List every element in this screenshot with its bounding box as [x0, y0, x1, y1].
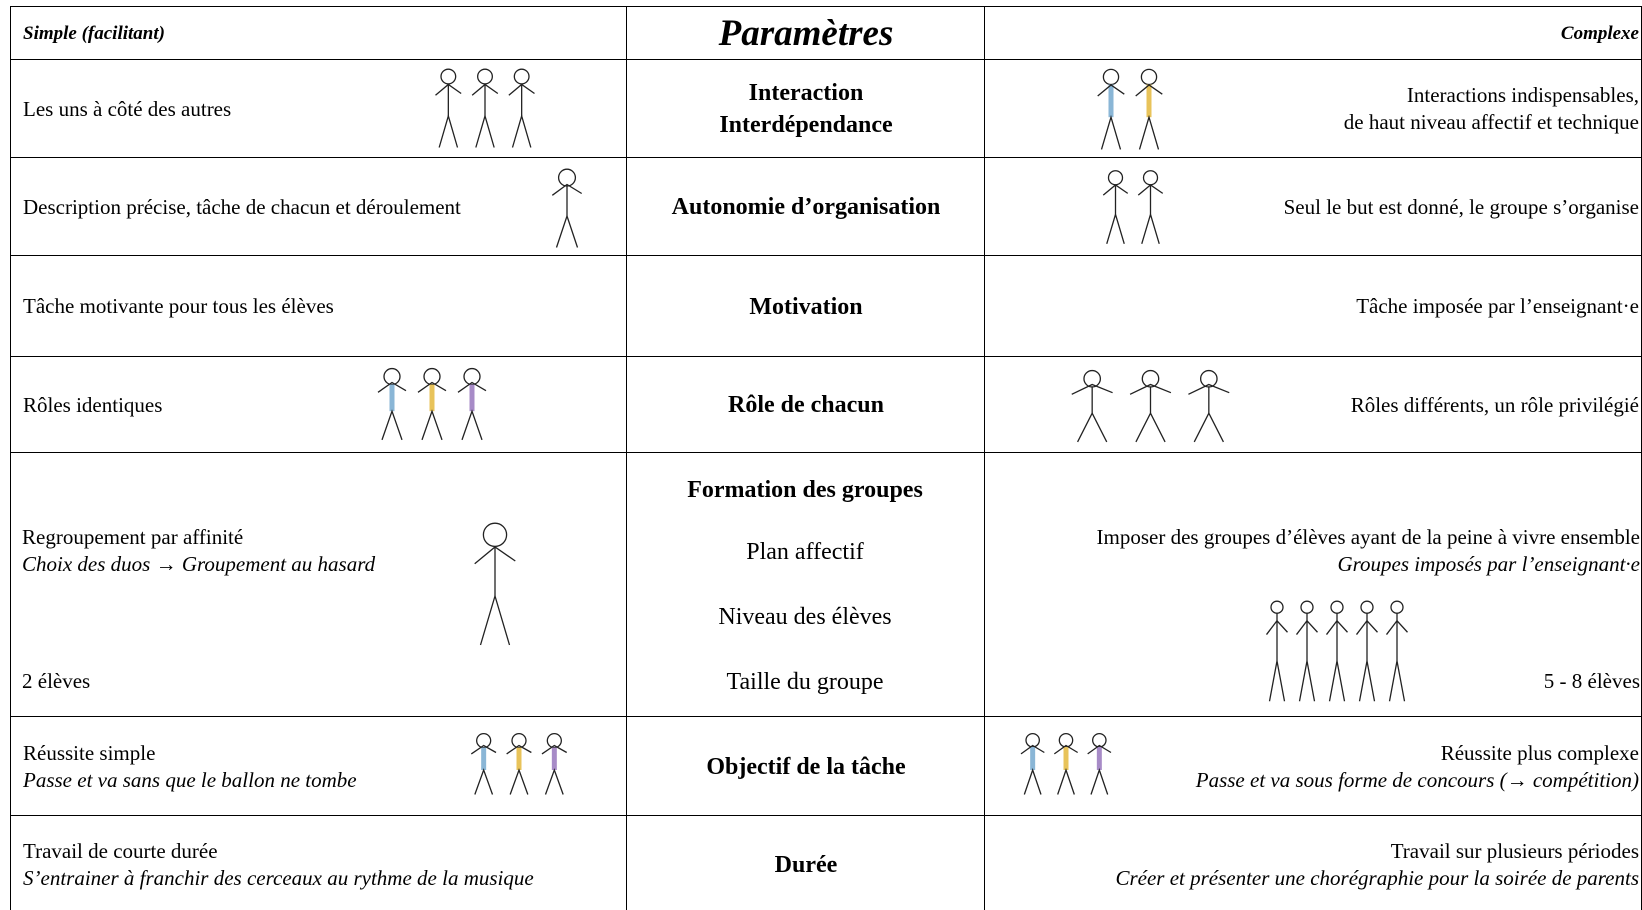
- cell-text: Rôles différents, un rôle privilégié: [1350, 392, 1639, 417]
- cell: Réussite simple Passe et va sans que le b…: [10, 716, 627, 816]
- illustration: [435, 68, 535, 148]
- header-cell: Complexe: [984, 6, 1642, 60]
- cell: Interactions indispensables, de haut nive…: [984, 59, 1642, 158]
- header-cell: Paramètres: [626, 6, 985, 60]
- header-text: Paramètres: [718, 13, 894, 54]
- illustration: [1265, 600, 1408, 702]
- parameter-text: Autonomie d’organisation: [671, 194, 941, 220]
- cell: Les uns à côté des autres: [10, 59, 627, 158]
- cell-text: Tâche imposée par l’enseignant·e: [1356, 294, 1639, 318]
- cell: Travail sur plusieurs périodes Créer et p…: [984, 815, 1642, 910]
- cell-text: Réussite simple: [23, 740, 156, 765]
- cell-text: Réussite plus complexe: [1440, 740, 1639, 765]
- cell-text: de haut niveau affectif et technique: [1343, 110, 1639, 134]
- illustration: [1071, 369, 1230, 443]
- header-text: Complexe: [1560, 23, 1639, 44]
- cell: Réussite plus complexe Passe et va sous f…: [984, 716, 1642, 816]
- cell: Motivation: [626, 255, 985, 357]
- header-text: Simple (facilitant): [23, 23, 165, 44]
- cell-text: Interactions indispensables,: [1406, 83, 1639, 107]
- cell-text: Groupes imposés par l’enseignant·e: [1337, 552, 1640, 576]
- cell-text: Description précise, tâche de chacun et …: [23, 194, 461, 219]
- cell: Autonomie d’organisation: [626, 157, 985, 256]
- illustration: [474, 522, 516, 646]
- parameter-text: Rôle de chacun: [728, 392, 884, 418]
- parameter-text: Objectif de la tâche: [706, 753, 906, 780]
- cell-text: Formation des groupes: [687, 477, 923, 503]
- parameter-text: Interaction: [748, 80, 864, 106]
- cell-text: Tâche motivante pour tous les élèves: [23, 294, 334, 318]
- cell-text: Plan affectif: [746, 539, 864, 565]
- cell: Seul le but est donné, le groupe s’organ…: [984, 157, 1642, 256]
- cell-text: Les uns à côté des autres: [23, 96, 232, 121]
- cell: Rôles identiques: [10, 356, 627, 453]
- illustration: [1020, 732, 1112, 795]
- cell: Travail de courte durée S’entrainer à fra…: [10, 815, 627, 910]
- cell: Interaction Interdépendance: [626, 59, 985, 158]
- cell-text: Rôles identiques: [23, 392, 163, 417]
- illustration: [377, 367, 487, 441]
- cell-text: Niveau des élèves: [718, 604, 892, 630]
- parameter-text: Durée: [774, 851, 838, 878]
- illustration: [1102, 170, 1164, 244]
- cell: Objectif de la tâche: [626, 716, 985, 816]
- illustration: [470, 732, 568, 795]
- example-text: Passe et va sans que le ballon ne tombe: [23, 767, 357, 792]
- cell-text: Travail de courte durée: [23, 838, 218, 863]
- example-text: Passe et va sous forme de concours (→ co…: [1195, 767, 1639, 792]
- parameter-text: Motivation: [749, 293, 863, 320]
- cell: Description précise, tâche de chacun et …: [10, 157, 627, 256]
- cell-text: Choix des duos → Groupement au hasard: [22, 552, 376, 576]
- cell-text: Imposer des groupes d’élèves ayant de la…: [1096, 525, 1640, 549]
- example-text: S’entrainer à franchir des cerceaux au r…: [23, 865, 534, 890]
- cell: Tâche imposée par l’enseignant·e: [984, 255, 1642, 357]
- example-text: Créer et présenter une chorégraphie pour…: [1115, 865, 1639, 890]
- cell-text: 2 élèves: [22, 669, 91, 693]
- cell: [10, 452, 627, 717]
- cell-text: Taille du groupe: [726, 669, 884, 695]
- header-cell: Simple (facilitant): [10, 6, 627, 60]
- illustration: [1097, 68, 1163, 150]
- cell: Rôles différents, un rôle privilégié: [984, 356, 1642, 453]
- cell-text: Seul le but est donné, le groupe s’organ…: [1283, 194, 1639, 219]
- illustration: [551, 168, 583, 248]
- cell: Tâche motivante pour tous les élèves: [10, 255, 627, 357]
- cell-text: Travail sur plusieurs périodes: [1390, 838, 1639, 863]
- cell: [626, 452, 985, 717]
- cell-text: Regroupement par affinité: [22, 525, 244, 549]
- cell-text: 5 - 8 élèves: [1543, 669, 1640, 693]
- cell: Rôle de chacun: [626, 356, 985, 453]
- cell: Durée: [626, 815, 985, 910]
- parameter-text: Interdépendance: [719, 112, 893, 138]
